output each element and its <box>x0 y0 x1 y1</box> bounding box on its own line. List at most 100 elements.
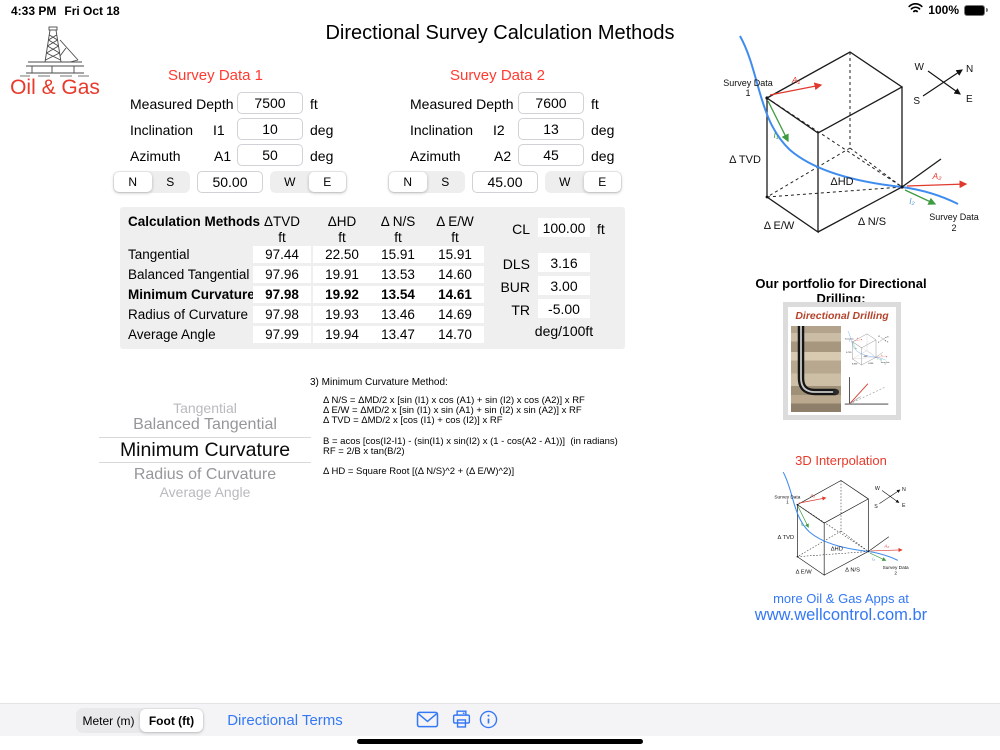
unit-foot-option[interactable]: Foot (ft) <box>140 709 203 732</box>
bottom-toolbar: Meter (m) Foot (ft) Directional Terms <box>0 703 1000 736</box>
survey1-md-input[interactable]: 7500 <box>237 92 303 114</box>
result-cell: 15.91 <box>426 246 484 263</box>
survey2-we-east-option[interactable]: E <box>583 172 621 192</box>
survey2-incl-input[interactable]: 13 <box>518 118 584 140</box>
survey1-ns-north-option[interactable]: N <box>114 172 152 192</box>
result-cell: 97.44 <box>253 246 311 263</box>
cl-unit: ft <box>597 221 605 237</box>
result-cell: 15.91 <box>369 246 427 263</box>
well-path-curve <box>739 35 959 205</box>
formula-group-1: Δ N/S = ΔMD/2 x [sin (I1) x cos (A1) + s… <box>323 396 585 425</box>
survey2-md-label: Measured Depth <box>410 96 514 112</box>
result-cell: 13.46 <box>369 306 427 323</box>
survey2-ns-south-option[interactable]: S <box>441 175 450 189</box>
picker-item[interactable]: Average Angle <box>159 484 251 500</box>
survey1-quadrant-angle-input[interactable]: 50.00 <box>197 171 263 193</box>
survey2-ns-north-option[interactable]: N <box>389 172 427 192</box>
interpolation-app-card[interactable] <box>762 470 920 588</box>
formula-line: B = acos [cos(I2-I1) - (sin(I1) x sin(I2… <box>323 436 618 447</box>
more-apps-text: more Oil & Gas Apps at <box>773 591 909 606</box>
method-picker[interactable]: Tangential Balanced Tangential Minimum C… <box>95 385 315 503</box>
dls-label: DLS <box>502 256 530 272</box>
delta-tvd-label: Δ TVD <box>729 154 761 166</box>
wellcontrol-link[interactable]: www.wellcontrol.com.br <box>754 606 928 624</box>
survey1-az-unit: deg <box>310 148 334 164</box>
compass-e: E <box>966 94 973 105</box>
delta-ns-label: Δ N/S <box>858 216 886 228</box>
survey1-we-west-option[interactable]: W <box>284 175 296 189</box>
survey2-quadrant-row: N S 45.00 W E <box>388 171 622 193</box>
survey2-az-input[interactable]: 45 <box>518 144 584 166</box>
info-icon[interactable] <box>478 709 499 735</box>
survey1-incl-label: Inclination <box>130 122 194 138</box>
result-cell: 13.47 <box>369 326 427 343</box>
result-cell: 97.98 <box>253 306 311 323</box>
compass-s: S <box>913 96 920 107</box>
result-cell: 14.60 <box>426 266 484 283</box>
home-indicator[interactable] <box>357 739 643 744</box>
survey2-we-west-option[interactable]: W <box>559 175 571 189</box>
tr-label: TR <box>511 302 530 318</box>
interpolation-card-title: 3D Interpolation <box>795 453 887 468</box>
survey1-incl-input[interactable]: 10 <box>237 118 303 140</box>
status-time: 4:33 PM <box>11 4 57 18</box>
result-cell: 97.99 <box>253 326 311 343</box>
survey2-incl-unit: deg <box>591 122 615 138</box>
result-cell: 97.96 <box>253 266 311 283</box>
survey1-we-east-option[interactable]: E <box>308 172 346 192</box>
result-cell-selected: 19.92 <box>313 286 371 303</box>
result-cell: 14.70 <box>426 326 484 343</box>
i1-label: I₁ <box>773 130 778 140</box>
compass-w: W <box>915 62 925 73</box>
col-ew-header: Δ E/W <box>436 214 474 229</box>
survey2-title: Survey Data 2 <box>449 67 546 84</box>
result-cell: 22.50 <box>313 246 371 263</box>
delta-ew-label: Δ E/W <box>764 220 795 232</box>
method-row-label: Balanced Tangential <box>128 267 250 282</box>
survey1-ns-south-option[interactable]: S <box>166 175 175 189</box>
formula-group-3: Δ HD = Square Root [(Δ N/S)^2 + (Δ E/W)^… <box>323 467 514 477</box>
formula-line: Δ N/S = ΔMD/2 x [sin (I1) x cos (A1) + s… <box>323 395 585 406</box>
result-cell: 19.93 <box>313 306 371 323</box>
survey1-az-label: Azimuth <box>130 148 181 164</box>
survey2-md-unit: ft <box>591 96 599 112</box>
survey1-az-input[interactable]: 50 <box>237 144 303 166</box>
result-cell-selected: 14.61 <box>426 286 484 303</box>
survey1-az-symbol: A1 <box>214 148 232 164</box>
survey1-we-segmented: W E <box>270 171 347 193</box>
col-tvd-unit: ft <box>278 230 286 245</box>
dogleg-unit-note: deg/100ft <box>534 323 594 339</box>
directional-terms-link[interactable]: Directional Terms <box>227 712 343 729</box>
col-ns-unit: ft <box>394 230 402 245</box>
formula-line: Δ HD = Square Root [(Δ N/S)^2 + (Δ E/W)^… <box>323 466 515 477</box>
survey2-quadrant-angle-input[interactable]: 45.00 <box>472 171 538 193</box>
results-header: Calculation Methods <box>128 214 261 229</box>
tr-value: -5.00 <box>538 299 590 318</box>
page-title: Directional Survey Calculation Methods <box>325 22 675 44</box>
picker-item[interactable]: Radius of Curvature <box>133 466 277 483</box>
survey2-diagram-number: 2 <box>951 223 956 233</box>
a2-label: A₂ <box>932 171 943 181</box>
result-cell: 14.69 <box>426 306 484 323</box>
envelope-icon[interactable] <box>416 710 439 734</box>
picker-item-selected[interactable]: Minimum Curvature <box>119 439 291 461</box>
dls-value: 3.16 <box>538 253 590 272</box>
logo-caption: Oil & Gas <box>10 76 100 99</box>
cl-input[interactable]: 100.00 <box>538 218 590 237</box>
picker-item[interactable]: Tangential <box>173 400 237 416</box>
result-cell: 19.94 <box>313 326 371 343</box>
battery-percent: 100% <box>928 3 959 17</box>
col-ns-header: Δ N/S <box>380 214 416 229</box>
survey1-incl-symbol: I1 <box>213 122 225 138</box>
formula-title: 3) Minimum Curvature Method: <box>310 377 448 388</box>
survey1-diagram-label: Survey Data <box>723 78 773 88</box>
printer-icon[interactable] <box>451 709 472 735</box>
directional-drilling-card-title: Directional Drilling <box>795 310 889 322</box>
col-hd-unit: ft <box>338 230 346 245</box>
picker-item[interactable]: Balanced Tangential <box>133 416 277 433</box>
directional-drilling-app-card[interactable]: Directional Drilling <box>783 302 901 420</box>
unit-meter-option[interactable]: Meter (m) <box>82 713 135 728</box>
survey2-ns-segmented: N S <box>388 171 465 193</box>
survey2-md-input[interactable]: 7600 <box>518 92 584 114</box>
